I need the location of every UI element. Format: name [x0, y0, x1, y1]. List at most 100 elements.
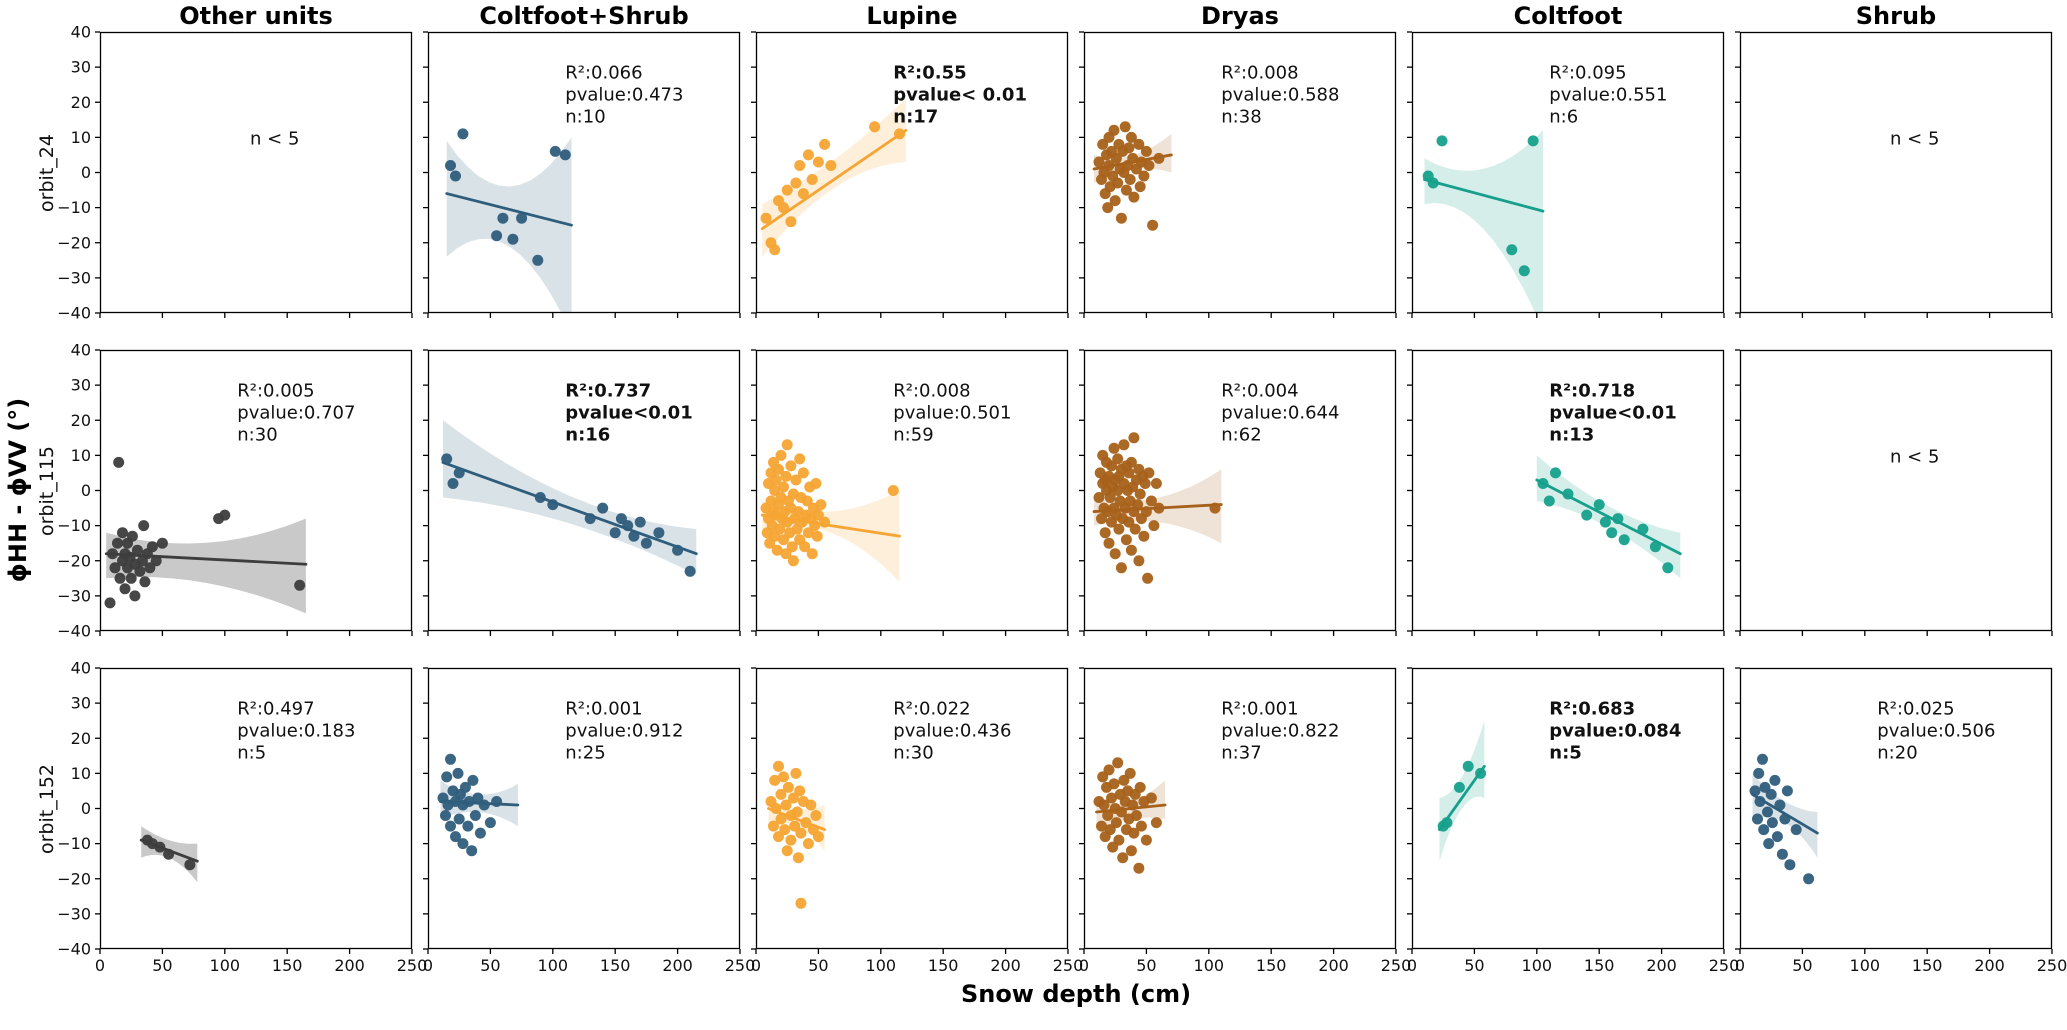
scatter-points: [1093, 121, 1165, 231]
x-tick-label: 250: [2037, 956, 2067, 975]
y-tick-label: 40: [71, 659, 91, 678]
data-point: [1145, 792, 1157, 804]
panel-frame: [427, 667, 741, 950]
data-point: [1097, 771, 1109, 783]
data-point: [640, 537, 652, 549]
data-point: [559, 149, 571, 161]
data-point: [810, 810, 822, 821]
panel-frame: [99, 349, 413, 632]
panel-frame: [1083, 667, 1397, 950]
data-point: [1148, 520, 1160, 532]
y-tick-label: 20: [71, 411, 91, 430]
x-tick-label: 50: [152, 956, 172, 975]
y-tick-label: −40: [57, 622, 91, 641]
data-point: [1209, 502, 1221, 514]
data-point: [112, 537, 123, 549]
stats-r2: R²:0.737: [565, 380, 651, 401]
stats-n: n:59: [893, 424, 933, 445]
data-point: [812, 831, 824, 843]
y-tick-label: 20: [71, 93, 91, 112]
regression-line: [1423, 178, 1545, 213]
data-point: [129, 590, 141, 602]
scatter-points: [1437, 760, 1487, 832]
data-point: [1128, 191, 1140, 203]
y-tick-label: −40: [57, 940, 91, 959]
data-point: [1118, 774, 1130, 786]
y-tick-label: 30: [71, 376, 91, 395]
x-tick-label: 200: [662, 956, 693, 975]
data-point: [1097, 138, 1109, 150]
data-point: [792, 852, 804, 864]
stats-n: n:5: [237, 742, 266, 763]
row-label-0: orbit_24: [36, 133, 58, 212]
data-point: [770, 803, 782, 814]
stats-r2: R²:0.022: [893, 698, 970, 719]
y-tick-label: 10: [71, 764, 91, 783]
data-point: [154, 841, 166, 853]
data-point: [1562, 488, 1574, 500]
data-point: [1649, 541, 1661, 553]
panel-frame: [755, 349, 1069, 632]
data-point: [125, 572, 137, 584]
stats-pvalue: pvalue:0.084: [1549, 720, 1681, 741]
data-point: [134, 565, 146, 577]
data-point: [1099, 527, 1111, 539]
stats-pvalue: pvalue<0.01: [1549, 402, 1676, 423]
y-tick-label: 20: [71, 729, 91, 748]
panel-frame: [1083, 349, 1397, 632]
data-point: [1134, 488, 1146, 500]
data-point: [491, 230, 503, 242]
plot-svg: n < 5: [1735, 349, 2053, 636]
data-point: [787, 555, 799, 567]
stats-pvalue: pvalue<0.01: [565, 402, 692, 423]
x-tick-label: 0: [423, 956, 433, 975]
x-tick-label: 0: [751, 956, 761, 975]
data-point: [1475, 767, 1487, 779]
data-point: [1436, 135, 1448, 147]
data-point: [790, 177, 802, 189]
data-point: [1618, 534, 1630, 546]
data-point: [809, 520, 821, 532]
x-tick-label: 0: [1735, 956, 1745, 975]
axis-ticks: [423, 349, 741, 636]
data-point: [802, 527, 814, 539]
data-point: [815, 499, 827, 511]
data-point: [1427, 177, 1439, 189]
stats-n: n:62: [1221, 424, 1261, 445]
data-point: [1762, 806, 1773, 818]
plot-contents: [1092, 121, 1173, 231]
scatter-points: [1537, 467, 1674, 574]
y-tick-label: 10: [71, 446, 91, 465]
data-point: [1147, 219, 1159, 231]
stats-r2: R²:0.095: [1549, 62, 1626, 83]
ci-band: [1424, 130, 1543, 313]
stats-r2: R²:0.55: [893, 62, 966, 83]
data-point: [453, 813, 465, 825]
data-point: [1763, 838, 1775, 850]
data-point: [825, 160, 837, 171]
data-point: [1115, 806, 1127, 818]
data-point: [1113, 834, 1125, 846]
data-point: [653, 527, 665, 539]
panel-frame: [99, 31, 413, 314]
data-point: [478, 799, 490, 811]
scatter-points: [445, 128, 571, 266]
data-point: [1803, 873, 1815, 885]
x-tick-label: 150: [600, 956, 631, 975]
axis-ticks: 0 50 100 150 200 250 −40 −30 −20 −10 0 10 20 30 40: [57, 659, 427, 976]
data-point: [797, 188, 809, 200]
plot-svg: 0 50 100 150 200 250 −40 −30 −20 −10 0 10 20 30 40 R²:0…: [57, 659, 427, 976]
stats-pvalue: pvalue< 0.01: [893, 84, 1027, 105]
data-point: [1790, 824, 1802, 836]
data-point: [450, 170, 461, 182]
axis-ticks: [1735, 31, 2053, 318]
data-point: [452, 767, 464, 779]
stats-n: n:13: [1549, 424, 1594, 445]
data-point: [441, 453, 453, 465]
data-point: [806, 174, 818, 185]
y-tick-label: 40: [71, 23, 91, 42]
x-tick-label: 100: [866, 956, 897, 975]
data-point: [1112, 453, 1124, 465]
x-tick-label: 50: [1464, 956, 1484, 975]
